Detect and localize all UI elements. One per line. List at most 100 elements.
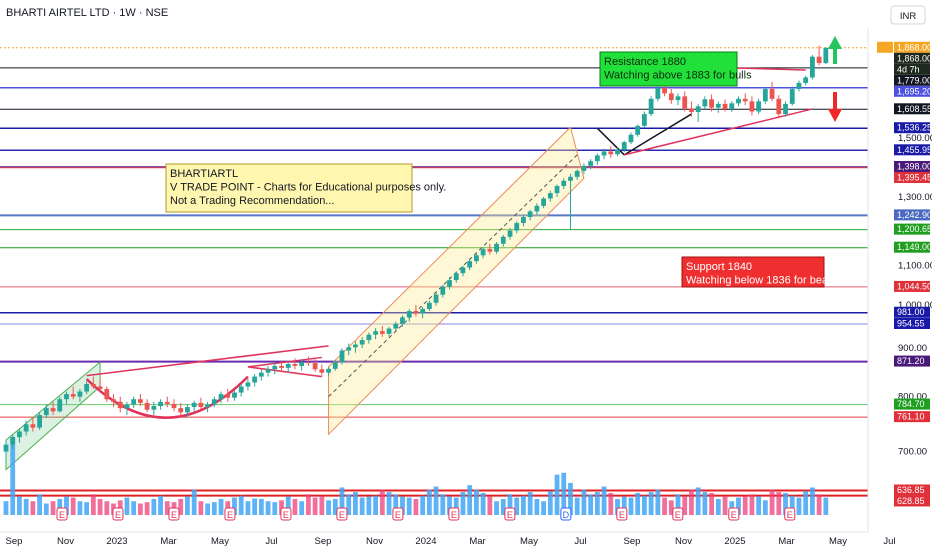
bearish-arrow-icon bbox=[828, 92, 842, 122]
candle bbox=[756, 98, 762, 115]
candle bbox=[346, 343, 352, 356]
price-tag-background bbox=[894, 122, 930, 134]
volume-bar bbox=[460, 492, 466, 515]
candle-body bbox=[823, 47, 829, 64]
volume-bar bbox=[588, 494, 594, 515]
volume-bar bbox=[702, 492, 708, 515]
candle bbox=[23, 420, 29, 436]
currency-button[interactable] bbox=[890, 5, 926, 25]
annotation-box: Resistance 1880 Watching above 1883 for b… bbox=[599, 51, 752, 87]
volume-bar bbox=[749, 494, 755, 515]
price-tag: 761.10 bbox=[894, 411, 930, 423]
price-tag-background bbox=[894, 495, 930, 507]
candle bbox=[117, 396, 123, 413]
candle-body bbox=[238, 386, 244, 393]
candle-body bbox=[648, 98, 654, 115]
candle-body bbox=[252, 376, 258, 383]
candle bbox=[37, 412, 42, 430]
candle-body bbox=[756, 101, 762, 112]
candle bbox=[749, 96, 755, 116]
candle-body bbox=[265, 369, 271, 373]
symbol-title: BHARTI AIRTEL LTD · 1W · NSE bbox=[6, 7, 168, 19]
volume-bar bbox=[789, 495, 795, 515]
event-label: E bbox=[283, 510, 289, 520]
price-tag: 1,868.00 bbox=[894, 41, 932, 53]
candle bbox=[689, 101, 694, 117]
time-tick-label: Mar bbox=[160, 536, 176, 547]
price-candles bbox=[3, 45, 829, 458]
candle bbox=[554, 184, 560, 197]
candle-body bbox=[104, 389, 110, 400]
candle-body bbox=[292, 364, 298, 366]
candle-body bbox=[299, 362, 305, 366]
candle-body bbox=[500, 236, 506, 244]
price-tag: 1,608.55 bbox=[894, 103, 932, 115]
price-tag-background bbox=[894, 317, 930, 329]
price-tag-label: 954.55 bbox=[897, 318, 925, 328]
candle-body bbox=[312, 363, 318, 370]
candle-body bbox=[574, 170, 580, 177]
volume-bar bbox=[467, 485, 473, 515]
event-badge bbox=[224, 507, 236, 521]
candle bbox=[487, 243, 493, 255]
volume-bar bbox=[608, 492, 614, 515]
price-tag-label: 1,455.95 bbox=[897, 145, 932, 155]
event-badge bbox=[560, 507, 572, 521]
candle-body bbox=[541, 198, 546, 206]
candle bbox=[514, 221, 520, 234]
candle-body bbox=[796, 82, 802, 89]
time-tick-label: May bbox=[520, 536, 538, 547]
candle bbox=[608, 146, 614, 158]
candle-body bbox=[339, 350, 345, 363]
candle-body bbox=[527, 211, 533, 218]
trendline bbox=[623, 113, 692, 156]
volume-bar bbox=[722, 496, 728, 515]
candle-body bbox=[326, 368, 331, 373]
event-label: E bbox=[171, 510, 177, 520]
price-tag-label: 1,149.00 bbox=[897, 242, 932, 252]
candle-body bbox=[97, 386, 103, 390]
annotation-line: BHARTIARTL bbox=[170, 168, 238, 180]
event-label: E bbox=[451, 510, 457, 520]
price-tag-background bbox=[894, 52, 930, 64]
price-tag: 1,395.45 bbox=[894, 172, 932, 184]
volume-bar bbox=[339, 487, 345, 515]
candle bbox=[695, 103, 701, 122]
volume-bar bbox=[151, 498, 157, 515]
event-badge bbox=[672, 507, 684, 521]
event-label: E bbox=[395, 510, 401, 520]
volume-bar bbox=[104, 501, 110, 515]
candle bbox=[467, 258, 473, 271]
event-marker: E bbox=[672, 507, 684, 521]
candle bbox=[279, 361, 284, 372]
candle-body bbox=[749, 101, 755, 112]
candle-body bbox=[554, 185, 560, 194]
price-tag: 784.70 bbox=[894, 398, 930, 410]
currency-label: INR bbox=[900, 11, 917, 22]
candle bbox=[789, 86, 795, 106]
price-tag-label: 981.00 bbox=[897, 307, 925, 317]
candle-body bbox=[64, 394, 69, 400]
trendline bbox=[247, 356, 322, 368]
volume-bar bbox=[245, 501, 251, 515]
volume-bar bbox=[185, 496, 190, 515]
candle bbox=[474, 252, 479, 264]
event-marker: D bbox=[560, 507, 572, 521]
price-tag-label: 1,200.65 bbox=[897, 224, 932, 234]
event-marker: E bbox=[280, 507, 292, 521]
volume-bar bbox=[655, 489, 661, 515]
candle bbox=[769, 81, 775, 102]
candle bbox=[326, 366, 331, 376]
annotation-line: Watching above 1883 for bulls bbox=[604, 70, 752, 82]
candle bbox=[568, 173, 573, 230]
volume-bar bbox=[17, 496, 22, 515]
candle bbox=[635, 124, 641, 137]
price-tick-label: 1,000.00 bbox=[898, 300, 932, 311]
event-label: E bbox=[507, 510, 513, 520]
candle-body bbox=[534, 205, 540, 212]
candle-body bbox=[386, 328, 392, 334]
candle bbox=[50, 401, 56, 416]
candle-body bbox=[547, 193, 553, 199]
